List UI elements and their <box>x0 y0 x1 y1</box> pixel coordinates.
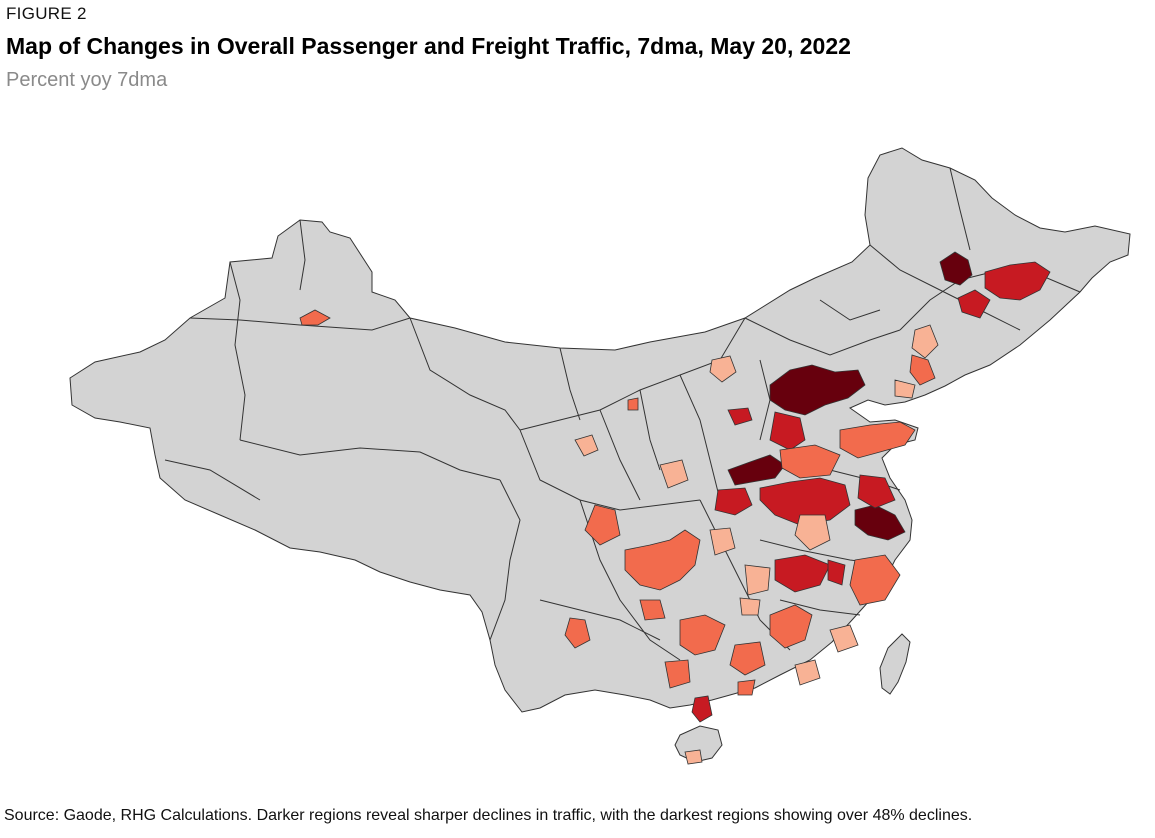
province-border-line <box>189 317 411 331</box>
medium-region <box>849 554 901 606</box>
dark-region <box>727 407 753 426</box>
medium-region <box>779 444 841 479</box>
light-region <box>794 514 831 551</box>
province-border-line <box>164 459 261 501</box>
province-border-line <box>409 317 521 431</box>
darkest-region <box>939 251 973 286</box>
province-border-line <box>299 219 306 291</box>
figure-title: Map of Changes in Overall Passenger and … <box>6 33 851 59</box>
dark-region <box>957 289 991 319</box>
medium-region <box>299 309 331 326</box>
figure-label: FIGURE 2 <box>6 4 87 23</box>
light-region <box>684 749 703 765</box>
highlighted-regions <box>299 251 1051 765</box>
province-border-line <box>949 167 971 251</box>
light-region <box>744 564 771 596</box>
light-region <box>709 527 736 556</box>
map-base-layer <box>69 147 1131 763</box>
light-region <box>911 324 939 359</box>
dark-region <box>984 261 1051 301</box>
province-border-line <box>869 244 1021 331</box>
province-border-line <box>489 479 521 641</box>
medium-region <box>564 617 591 649</box>
medium-region <box>664 659 691 689</box>
dark-region <box>714 487 753 516</box>
province-border-line <box>819 299 881 321</box>
province-border-line <box>639 389 661 471</box>
darkest-region <box>727 454 786 486</box>
figure-source-note: Source: Gaode, RHG Calculations. Darker … <box>4 807 973 824</box>
light-region <box>794 659 821 686</box>
china-mainland-region <box>69 147 1131 713</box>
medium-region <box>627 397 639 411</box>
province-border-line <box>744 317 901 356</box>
medium-region <box>737 679 756 696</box>
province-border-line <box>519 429 701 511</box>
china-traffic-map <box>69 147 1131 765</box>
dark-region <box>857 474 896 509</box>
light-region <box>574 434 599 457</box>
dark-region <box>691 695 713 723</box>
dark-region <box>827 559 846 586</box>
light-region <box>739 597 761 616</box>
medium-region <box>639 599 666 621</box>
medium-region <box>624 529 701 591</box>
darkest-region <box>769 364 866 416</box>
medium-region <box>769 604 813 649</box>
light-region <box>829 624 859 653</box>
light-region <box>709 355 737 383</box>
medium-region <box>729 641 766 676</box>
dark-region <box>769 411 806 451</box>
map-container <box>0 100 1155 800</box>
province-border-line <box>229 261 246 441</box>
taiwan-island-region <box>879 633 911 695</box>
province-border-line <box>239 439 501 481</box>
dark-region <box>774 554 831 593</box>
figure-subtitle: Percent yoy 7dma <box>6 69 168 91</box>
medium-region <box>909 354 936 386</box>
light-region <box>659 459 689 489</box>
light-region <box>894 379 916 399</box>
medium-region <box>839 421 916 459</box>
province-border-line <box>539 599 661 641</box>
dark-region <box>759 477 851 526</box>
province-border-line <box>599 409 641 501</box>
province-border-line <box>679 374 721 501</box>
medium-region <box>584 504 621 546</box>
province-border-line <box>779 599 861 616</box>
province-border-line <box>579 499 681 661</box>
medium-region <box>679 614 726 656</box>
province-border-line <box>559 347 581 421</box>
